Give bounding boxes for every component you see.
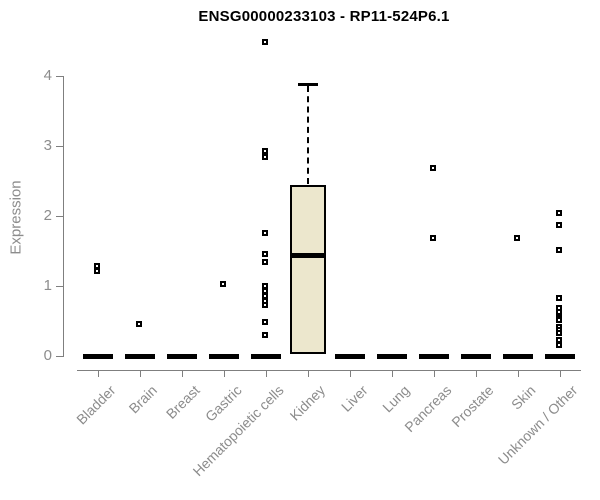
outlier-point [262, 332, 268, 338]
outlier-point [136, 320, 142, 327]
collapsed-box-skin [503, 353, 533, 359]
x-axis-tick [560, 370, 561, 377]
collapsed-box-brain [125, 353, 155, 359]
median-line [290, 253, 326, 259]
y-tick-label: 3 [43, 137, 52, 154]
collapsed-box-liver [335, 353, 365, 359]
x-axis-tick [224, 370, 225, 377]
x-axis-tick [518, 370, 519, 377]
outlier-point [430, 165, 436, 172]
outlier-point [262, 38, 268, 45]
collapsed-box-unknown-other [545, 353, 575, 359]
outlier-point [262, 147, 268, 154]
outlier-point [262, 229, 268, 236]
outlier-point [262, 318, 268, 325]
collapsed-box-pancreas [419, 353, 449, 359]
outlier-point [514, 235, 520, 242]
collapsed-box-lung [377, 353, 407, 359]
x-axis-tick [350, 370, 351, 377]
collapsed-box-hematopoietic-cells [251, 353, 281, 359]
outlier-point [556, 341, 562, 348]
x-axis-tick [182, 370, 183, 377]
outlier-point [262, 154, 268, 161]
collapsed-box-gastric [209, 353, 239, 359]
outlier-point [556, 294, 562, 301]
upper-whisker [307, 86, 309, 185]
outlier-point [262, 250, 268, 257]
x-axis-tick [266, 370, 267, 377]
outlier-point [556, 247, 562, 254]
outlier-point [220, 280, 226, 287]
upper-whisker-cap [298, 83, 318, 87]
x-tick-label: Lung [378, 382, 413, 416]
x-tick-label: Skin [507, 382, 539, 413]
y-axis-tick [56, 146, 63, 147]
x-axis-line [77, 370, 581, 371]
x-tick-label: Unknown / Other [494, 382, 581, 468]
x-tick-label: Liver [337, 382, 371, 415]
x-tick-label: Breast [162, 382, 203, 422]
boxplot-box-kidney [290, 184, 326, 354]
x-axis-tick [434, 370, 435, 377]
outlier-point [262, 301, 268, 308]
outlier-point [262, 259, 268, 266]
x-tick-label: Kidney [286, 382, 329, 424]
collapsed-box-prostate [461, 353, 491, 359]
y-axis-tick [56, 286, 63, 287]
y-axis-line [63, 76, 64, 357]
chart-title: ENSG00000233103 - RP11-524P6.1 [198, 8, 450, 25]
outlier-point [556, 329, 562, 336]
y-tick-label: 2 [43, 207, 52, 224]
x-axis-tick [98, 370, 99, 377]
y-tick-label: 4 [43, 67, 52, 84]
outlier-point [556, 317, 562, 324]
x-axis-tick [476, 370, 477, 377]
y-axis-tick [56, 356, 63, 357]
collapsed-box-breast [167, 353, 197, 359]
x-axis-tick [308, 370, 309, 377]
outlier-point [430, 235, 436, 242]
x-tick-label: Bladder [72, 382, 119, 428]
outlier-point [94, 267, 100, 274]
outlier-point [556, 222, 562, 229]
collapsed-box-bladder [83, 353, 113, 359]
x-tick-label: Brain [125, 382, 161, 417]
y-tick-label: 0 [43, 347, 52, 364]
x-tick-label: Prostate [448, 382, 497, 431]
x-axis-tick [140, 370, 141, 377]
outlier-point [556, 210, 562, 217]
y-axis-tick [56, 76, 63, 77]
y-axis-tick [56, 216, 63, 217]
x-axis-tick [392, 370, 393, 377]
y-tick-label: 1 [43, 277, 52, 294]
